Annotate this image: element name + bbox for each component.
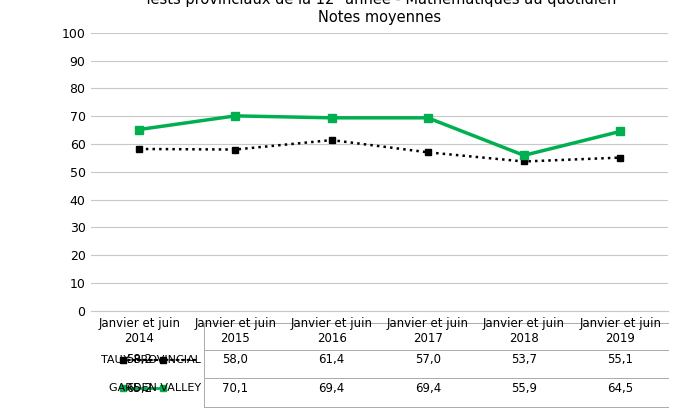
- Text: Janvier et juin
2019: Janvier et juin 2019: [579, 317, 661, 345]
- Text: GARDEN VALLEY: GARDEN VALLEY: [109, 383, 200, 393]
- Text: 58,2: 58,2: [126, 353, 153, 366]
- Text: 69,4: 69,4: [319, 382, 345, 395]
- Text: 65,2: 65,2: [126, 382, 153, 395]
- Text: 53,7: 53,7: [511, 353, 537, 366]
- Text: Janvier et juin
2014: Janvier et juin 2014: [99, 317, 180, 345]
- Text: Janvier et juin
2017: Janvier et juin 2017: [387, 317, 468, 345]
- Text: Janvier et juin
2015: Janvier et juin 2015: [194, 317, 276, 345]
- Text: 58,0: 58,0: [223, 353, 248, 366]
- Text: 70,1: 70,1: [222, 382, 248, 395]
- Text: 55,9: 55,9: [511, 382, 537, 395]
- Text: TAUX PROVINCIAL: TAUX PROVINCIAL: [101, 355, 200, 365]
- Text: 57,0: 57,0: [414, 353, 441, 366]
- Text: 64,5: 64,5: [607, 382, 633, 395]
- Text: 61,4: 61,4: [319, 353, 345, 366]
- Text: 69,4: 69,4: [414, 382, 441, 395]
- Title: Tests provinciaux de la 12ᵉ année - Mathématiques au quotidien
Notes moyennes: Tests provinciaux de la 12ᵉ année - Math…: [144, 0, 616, 25]
- Text: 55,1: 55,1: [607, 353, 633, 366]
- Text: Janvier et juin
2016: Janvier et juin 2016: [291, 317, 373, 345]
- Text: Janvier et juin
2018: Janvier et juin 2018: [483, 317, 565, 345]
